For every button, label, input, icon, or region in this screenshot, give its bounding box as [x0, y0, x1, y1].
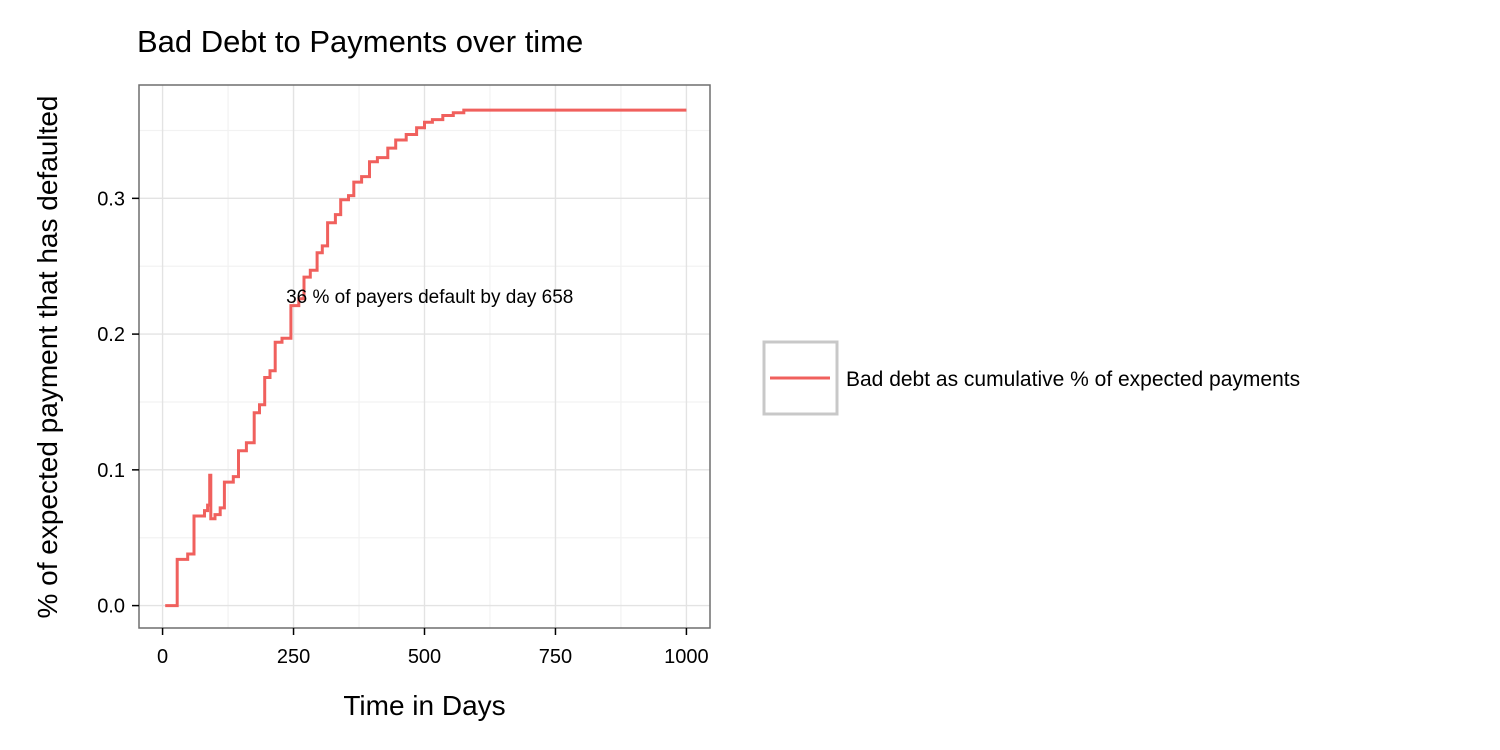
x-tick-label: 0 — [157, 646, 168, 668]
x-tick-label: 750 — [539, 646, 572, 668]
x-tick-label: 500 — [408, 646, 441, 668]
y-axis: 0.0 0.1 0.2 0.3 — [97, 188, 139, 618]
grid-major — [139, 85, 710, 628]
legend-label: Bad debt as cumulative % of expected pay… — [846, 368, 1300, 391]
chart-annotation: 36 % of payers default by day 658 — [286, 287, 573, 308]
y-tick-label: 0.2 — [97, 324, 125, 346]
x-axis: 0 250 500 750 1000 — [157, 628, 709, 668]
y-tick-label: 0.1 — [97, 460, 125, 482]
x-axis-label: Time in Days — [343, 690, 505, 721]
y-axis-label: % of expected payment that has defaulted — [32, 95, 63, 618]
x-tick-label: 1000 — [664, 646, 709, 668]
x-tick-label: 250 — [277, 646, 310, 668]
y-tick-label: 0.3 — [97, 188, 125, 210]
y-tick-label: 0.0 — [97, 596, 125, 618]
legend: Bad debt as cumulative % of expected pay… — [762, 340, 1300, 416]
series-line — [165, 108, 687, 608]
chart-title: Bad Debt to Payments over time — [137, 24, 583, 59]
